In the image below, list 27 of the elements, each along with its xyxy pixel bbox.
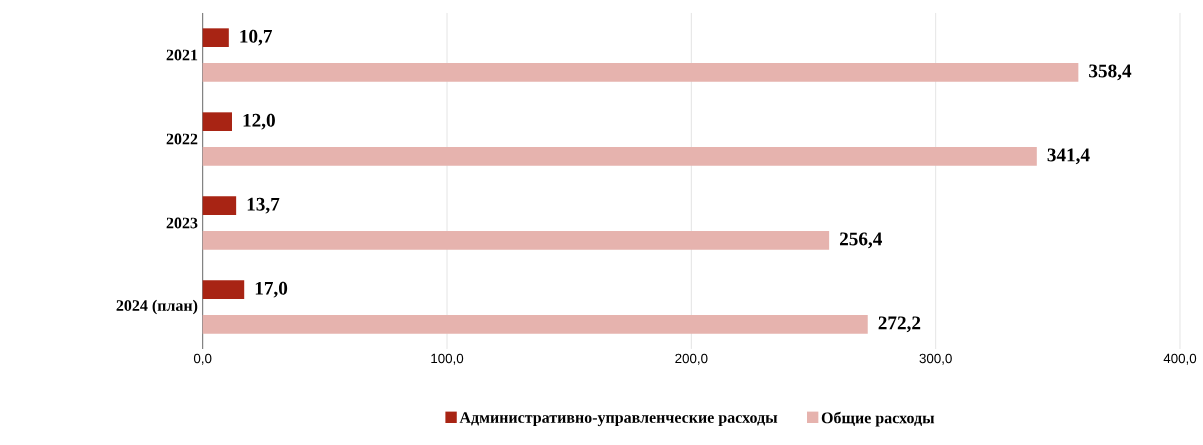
x-tick-label: 0,0: [193, 353, 212, 365]
x-tick-label: 200,0: [675, 353, 708, 365]
y-tick-label: 2024 (план): [116, 299, 198, 315]
bar: [202, 62, 1079, 82]
bar: [202, 230, 830, 250]
y-tick-label: 2022: [166, 133, 198, 145]
data-label: 272,2: [878, 316, 921, 333]
data-label: 10,7: [240, 29, 272, 46]
bar: [202, 112, 232, 131]
data-label: 256,4: [840, 232, 883, 249]
data-label: 341,4: [1047, 148, 1090, 165]
x-tick-label: 100,0: [431, 353, 464, 365]
bar: [202, 280, 245, 299]
x-tick-label: 300,0: [919, 353, 952, 365]
data-label: 17,0: [255, 281, 288, 298]
legend-label: Общие расходы: [821, 411, 935, 427]
y-tick-label: 2021: [166, 49, 198, 61]
data-label: 12,0: [243, 113, 275, 130]
bar: [202, 146, 1037, 166]
legend-label: Административно-управленческие расходы: [459, 412, 778, 427]
bar: [202, 314, 868, 334]
bar: [202, 196, 237, 215]
y-tick-label: 2023: [166, 217, 198, 229]
data-label: 358,4: [1089, 64, 1132, 81]
x-tick-label: 400,0: [1163, 353, 1197, 365]
data-label: 13,7: [247, 197, 280, 214]
bar: [202, 28, 229, 47]
